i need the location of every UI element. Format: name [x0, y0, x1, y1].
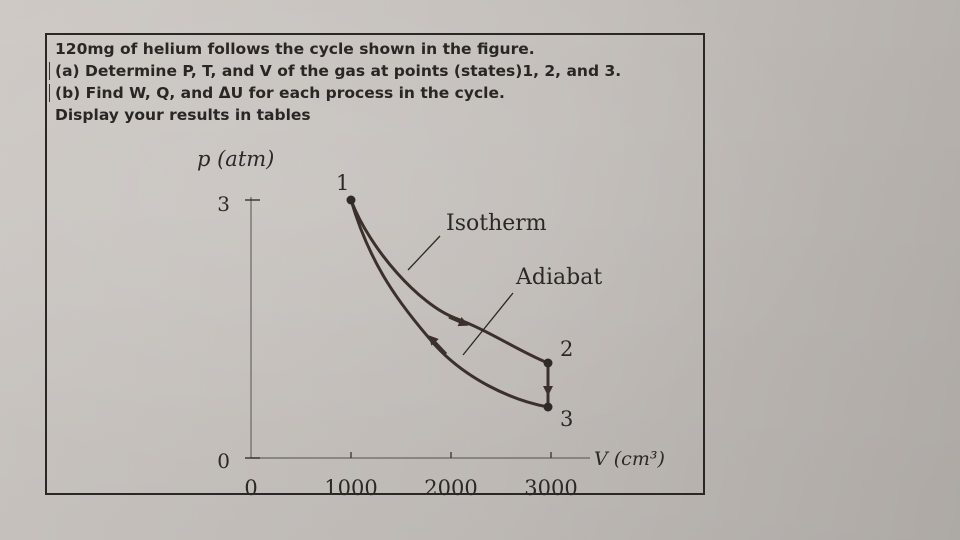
state-point-2: [543, 358, 553, 368]
x-tick-label-2000: 2000: [424, 476, 477, 500]
problem-line-tables: Display your results in tables: [55, 106, 311, 124]
isotherm-label: Isotherm: [446, 211, 547, 236]
adiabat-direction-arrow: [428, 335, 448, 356]
adiabat-label: Adiabat: [515, 265, 602, 290]
x-axis-label: V (cm³): [594, 448, 665, 470]
isotherm-direction-arrow: [448, 315, 469, 327]
state-label-3: 3: [560, 407, 573, 431]
state-point-1: [346, 195, 356, 205]
state-label-2: 2: [560, 337, 573, 361]
state-point-3: [543, 402, 553, 412]
adiabat-leader-line: [462, 292, 514, 356]
problem-box: [45, 33, 705, 495]
y-axis-label: p (atm): [197, 147, 274, 171]
y-tick-label-0: 0: [217, 449, 230, 473]
y-tick-label-3: 3: [217, 192, 230, 216]
isotherm-leader-line: [407, 235, 441, 271]
state-label-1: 1: [336, 171, 349, 195]
problem-line-part-b: (b) Find W, Q, and ΔU for each process i…: [49, 82, 695, 104]
problem-line-part-a: (a) Determine P, T, and V of the gas at …: [49, 60, 695, 82]
x-tick-label-1000: 1000: [324, 476, 377, 500]
problem-statement: 120mg of helium follows the cycle shown …: [49, 38, 695, 126]
problem-line-intro: 120mg of helium follows the cycle shown …: [55, 40, 535, 58]
x-tick-label-0: 0: [244, 476, 257, 500]
x-tick-label-3000: 3000: [524, 476, 577, 500]
